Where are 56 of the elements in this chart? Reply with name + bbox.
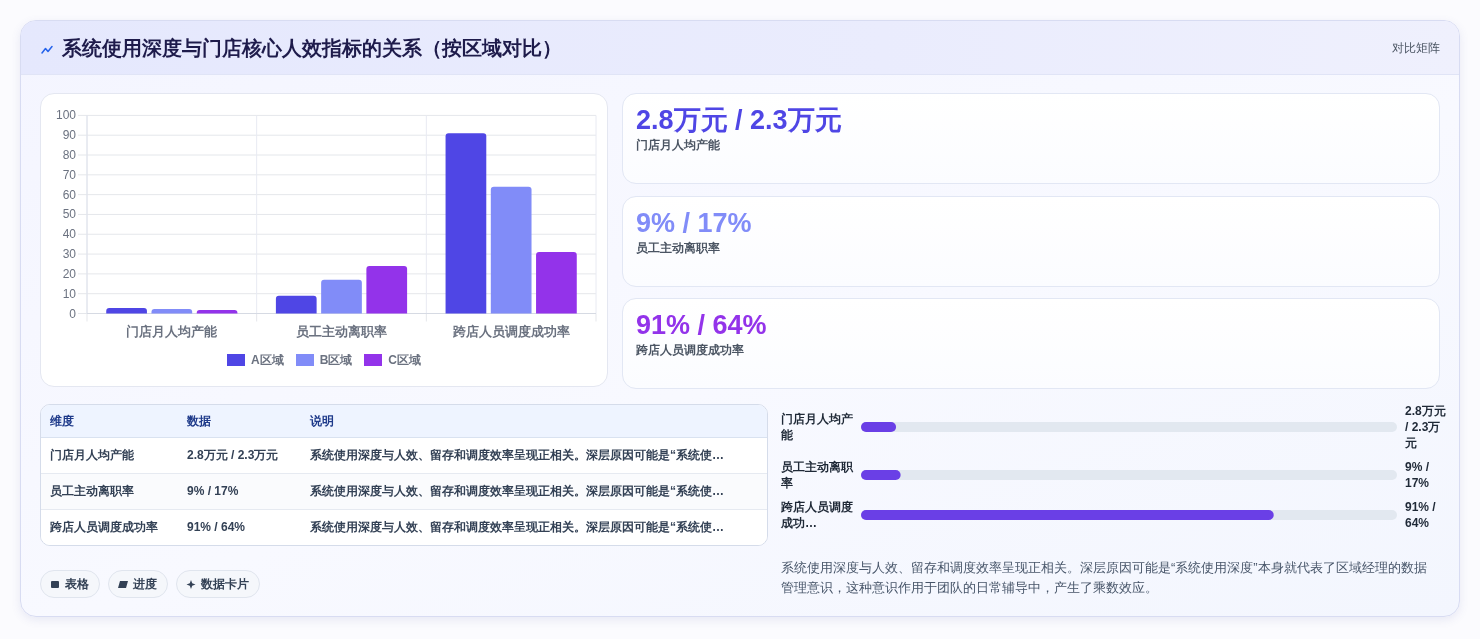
text: 跨店人员调度成功率 xyxy=(50,519,158,536)
category-label: 说明 xyxy=(310,413,334,430)
text: 系统使用深度与人效、留存和调度效率呈现正相关。深层原因可能是“系统使… xyxy=(310,519,724,536)
category-label: 数据 xyxy=(187,413,211,430)
bar xyxy=(366,265,408,314)
bar xyxy=(445,133,487,314)
text: 员工主动离职率 xyxy=(50,483,134,500)
y-tick-label: 20 xyxy=(62,266,77,281)
legend-label: C区域 xyxy=(388,351,421,369)
y-tick-label: 跨店人员调度成功… xyxy=(781,499,854,531)
text: 2.8万元 / 2.3万元 xyxy=(636,104,842,136)
text: 9% / 17% xyxy=(1405,459,1431,491)
text: 表格 xyxy=(65,575,89,593)
bar xyxy=(196,309,238,314)
bar xyxy=(321,279,362,314)
bar xyxy=(490,186,532,314)
text: 91% / 64% xyxy=(636,309,767,341)
y-tick-label: 0 xyxy=(69,306,77,321)
x-tick-label: 门店月人均产能 xyxy=(126,323,219,339)
bar xyxy=(275,295,317,314)
text: 系统使用深度与人效、留存和调度效率呈现正相关。深层原因可能是“系统使… xyxy=(310,447,724,464)
text: 跨店人员调度成功率 xyxy=(636,342,744,358)
text: 门店月人均产能 xyxy=(50,447,134,464)
text: 系统使用深度与人效、留存和调度效率呈现正相关。深层原因可能是“系统使用深度”本身就代表了区域经理的数据管理意识，这种意识作用于团队的日常辅导中，产生了乘数效应。 xyxy=(781,559,1428,597)
y-tick-label: 70 xyxy=(62,167,77,182)
text: 91% / 64% xyxy=(1405,499,1437,531)
x-tick-label: 员工主动离职率 xyxy=(296,323,387,339)
y-tick-label: 30 xyxy=(62,247,77,262)
text: 系统使用深度与门店核心人效指标的关系（按区域对比） xyxy=(62,36,562,61)
bar xyxy=(151,308,193,314)
y-tick-label: 90 xyxy=(62,128,77,143)
text: 91% / 64% xyxy=(187,519,246,536)
y-tick-label: 员工主动离职率 xyxy=(781,459,854,491)
text: 系统使用深度与人效、留存和调度效率呈现正相关。深层原因可能是“系统使… xyxy=(310,483,724,500)
y-tick-label: 门店月人均产能 xyxy=(781,411,854,443)
text: 9% / 17% xyxy=(187,483,239,500)
y-tick-label: 10 xyxy=(62,286,77,301)
text: 数据卡片 xyxy=(201,575,249,593)
y-tick-label: 100 xyxy=(55,108,77,123)
text: 2.8万元 / 2.3万元 xyxy=(1405,403,1446,451)
text: 员工主动离职率 xyxy=(636,239,720,256)
text: 9% / 17% xyxy=(636,206,752,239)
text: 门店月人均产能 xyxy=(636,137,720,153)
text: 2.8万元 / 2.3万元 xyxy=(187,447,279,464)
y-tick-label: 60 xyxy=(62,187,77,202)
text: 对比矩阵 xyxy=(1392,40,1440,56)
bar xyxy=(106,307,147,314)
legend-label: B区域 xyxy=(319,351,353,369)
y-tick-label: 50 xyxy=(62,207,77,222)
y-tick-label: 80 xyxy=(62,148,77,163)
bar xyxy=(536,252,577,314)
category-label: 维度 xyxy=(50,413,74,430)
y-tick-label: 40 xyxy=(62,227,77,242)
x-tick-label: 跨店人员调度成功率 xyxy=(451,323,570,339)
legend-label: A区域 xyxy=(250,351,284,369)
text: 进度 xyxy=(133,575,157,593)
